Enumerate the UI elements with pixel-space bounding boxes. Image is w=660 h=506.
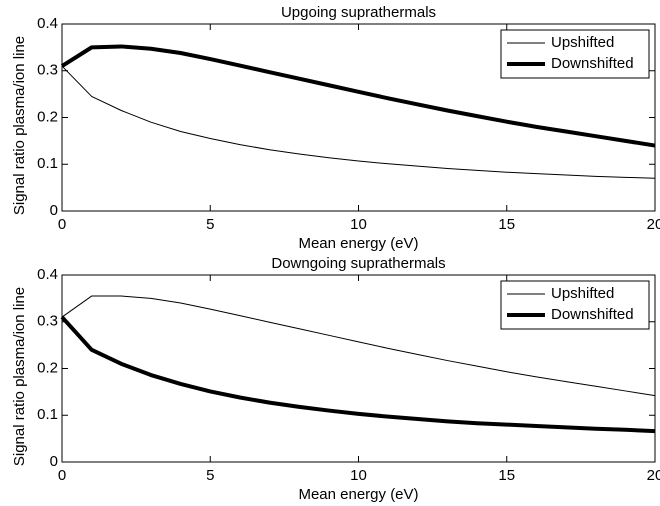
chart-title: Upgoing suprathermals: [281, 4, 436, 21]
data-line: [60, 315, 656, 434]
y-tick-label: 0.2: [37, 359, 58, 376]
axes-box: [61, 274, 656, 463]
x-tick-label: 5: [206, 467, 214, 484]
x-axis-label: Mean energy (eV): [298, 235, 418, 252]
x-tick-label: 15: [498, 467, 515, 484]
legend-label: Upshifted: [551, 285, 614, 302]
legend-box: [500, 29, 650, 79]
axes-box: [61, 23, 656, 212]
x-tick-label: 20: [647, 216, 660, 233]
y-axis-label: Signal ratio plasma/ion line: [11, 287, 28, 466]
y-tick-label: 0: [50, 453, 58, 470]
x-tick-label: 5: [206, 216, 214, 233]
data-line: [60, 44, 656, 148]
y-tick-label: 0.4: [37, 266, 58, 283]
y-tick-label: 0.2: [37, 108, 58, 125]
legend-label: Downshifted: [551, 306, 634, 323]
legend-label: Upshifted: [551, 34, 614, 51]
y-tick-label: 0.1: [37, 155, 58, 172]
x-tick-label: 15: [498, 216, 515, 233]
x-axis-label: Mean energy (eV): [298, 486, 418, 503]
y-tick-label: 0.4: [37, 15, 58, 32]
x-tick-label: 20: [647, 467, 660, 484]
legend-label: Downshifted: [551, 55, 634, 72]
x-tick-label: 10: [350, 216, 367, 233]
data-line: [61, 295, 656, 397]
y-axis-label: Signal ratio plasma/ion line: [11, 36, 28, 215]
y-tick-label: 0.3: [37, 313, 58, 330]
y-tick-label: 0: [50, 202, 58, 219]
legend-box: [500, 280, 650, 330]
data-line: [61, 65, 656, 179]
y-tick-label: 0.1: [37, 406, 58, 423]
y-tick-label: 0.3: [37, 62, 58, 79]
x-tick-label: 0: [58, 467, 66, 484]
chart-title: Downgoing suprathermals: [271, 255, 445, 272]
x-tick-label: 0: [58, 216, 66, 233]
x-tick-label: 10: [350, 467, 367, 484]
